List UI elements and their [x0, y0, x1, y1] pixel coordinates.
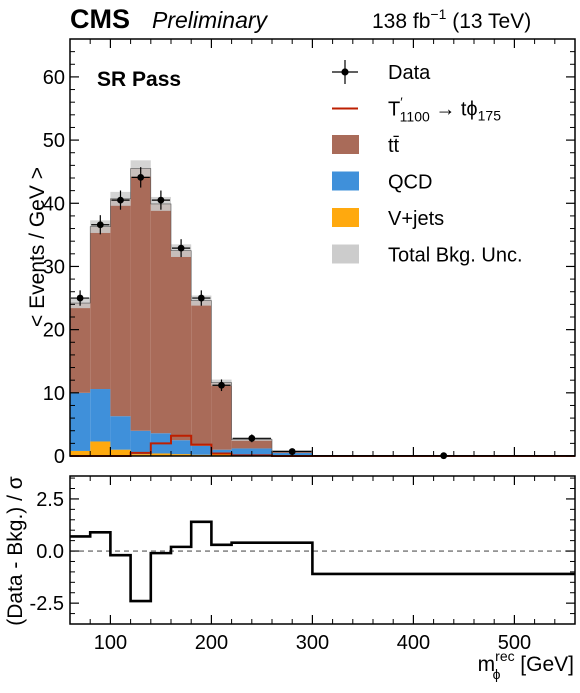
- lumi-value: 138 fb: [372, 10, 430, 33]
- total-bkg-outline: [69, 168, 575, 456]
- main-y-tick-label: 60: [43, 67, 65, 89]
- stack-bar-tt: [150, 203, 171, 434]
- legend-patch: [332, 135, 359, 154]
- x-axis-title-sub: ϕ: [493, 666, 501, 682]
- legend-patch: [332, 171, 359, 191]
- stack-bar-tt: [110, 198, 131, 417]
- ratio-ticks: -2.5 0.0 2.5 100 200 300 400 500: [30, 476, 576, 654]
- x-axis-title-sup: rec: [495, 648, 514, 664]
- data-point: [76, 294, 84, 302]
- stack-bar-qcd: [171, 440, 192, 455]
- legend-label: Data: [388, 62, 431, 84]
- ratio-line-layer: [70, 520, 575, 603]
- ratio-step-line: [70, 520, 575, 603]
- stack-bar-tt: [231, 439, 272, 449]
- stack-bar-vjets: [70, 450, 91, 456]
- stack-bar-qcd: [211, 449, 232, 455]
- legend-data-marker: [341, 68, 349, 76]
- stack-bar-vjets: [150, 453, 171, 456]
- ratio-y-tick-label: 2.5: [36, 489, 64, 511]
- stack-bar-qcd: [191, 445, 212, 455]
- data-point: [177, 244, 185, 252]
- ratio-y-axis-title: (Data - Bkg.) / σ: [4, 476, 27, 626]
- main-y-tick-label: 0: [54, 446, 65, 468]
- ratio-frame: [69, 475, 576, 625]
- ratio-panel: -2.5 0.0 2.5 100 200 300 400 500 (Data - Bkg.) …: [4, 475, 576, 682]
- stack-bar-qcd: [70, 392, 91, 451]
- x-tick-label: 500: [498, 632, 531, 654]
- legend-label: T′ 1100 → tϕ175: [388, 95, 501, 125]
- stack-bar-qcd: [90, 389, 111, 442]
- ratio-y-tick-label: -2.5: [30, 593, 64, 615]
- x-axis-title: mrec ϕ [GeV]: [478, 648, 574, 682]
- data-point: [218, 381, 225, 389]
- stack-bar-tt: [70, 303, 91, 393]
- data-point: [197, 294, 205, 302]
- preliminary-label: Preliminary: [152, 7, 269, 33]
- stack-bar-vjets: [171, 454, 192, 456]
- data-point: [137, 173, 145, 181]
- ratio-y-tick-label: 0.0: [36, 541, 64, 563]
- legend-label: Total Bkg. Unc.: [388, 245, 523, 267]
- legend-patch: [332, 208, 359, 227]
- legend-patch: [332, 244, 359, 264]
- x-tick-label: 400: [397, 632, 430, 654]
- data-point: [117, 196, 124, 204]
- stack-bar-qcd: [110, 416, 131, 450]
- luminosity-label: 138 fb−1 (13 TeV): [372, 6, 531, 33]
- stack-layer: [69, 160, 575, 457]
- x-axis-title-unit: [GeV]: [520, 653, 574, 676]
- stack-bar-vjets: [130, 454, 151, 456]
- lumi-energy-text: (13 TeV): [452, 10, 531, 33]
- stack-bar-vjets: [211, 454, 232, 456]
- main-y-tick-label: 50: [43, 130, 65, 152]
- stack-bar-tt: [130, 168, 151, 431]
- stack-bar-tt: [211, 382, 232, 450]
- main-panel: 0 10 20 30 40 50 60 SR Pass < Events / GeV > D…: [26, 38, 576, 468]
- stack-bar-tt: [171, 250, 192, 441]
- main-y-tick-label: 20: [43, 320, 65, 342]
- lumi-exponent: −1: [430, 6, 446, 22]
- x-tick-label: 200: [195, 632, 228, 654]
- stack-bar-tt: [90, 226, 111, 390]
- x-tick-label: 300: [296, 632, 329, 654]
- legend-label: V+jets: [388, 208, 444, 230]
- main-y-axis-title: < Events / GeV >: [26, 167, 49, 327]
- stack-bar-vjets: [90, 441, 111, 456]
- main-y-tick-label: 40: [43, 193, 65, 215]
- main-frame: [69, 38, 576, 457]
- main-y-tick-label: 10: [43, 383, 65, 405]
- cms-label: CMS: [70, 4, 130, 34]
- x-axis-title-m: m: [478, 653, 496, 676]
- stack-bar-qcd: [130, 430, 151, 455]
- legend-label: tt̄: [388, 135, 400, 157]
- data-point: [157, 196, 165, 204]
- region-label: SR Pass: [97, 68, 181, 91]
- stack-bar-vjets: [110, 449, 131, 456]
- data-point: [96, 221, 104, 229]
- stack-bar-tt: [191, 300, 212, 446]
- legend-label: QCD: [388, 172, 432, 194]
- main-y-tick-label: 30: [43, 256, 65, 278]
- legend: Data T′ 1100 → tϕ175 tt̄ QCD V+jets Total Bkg.…: [332, 60, 523, 267]
- x-tick-label: 100: [94, 632, 127, 654]
- data-point: [248, 434, 256, 442]
